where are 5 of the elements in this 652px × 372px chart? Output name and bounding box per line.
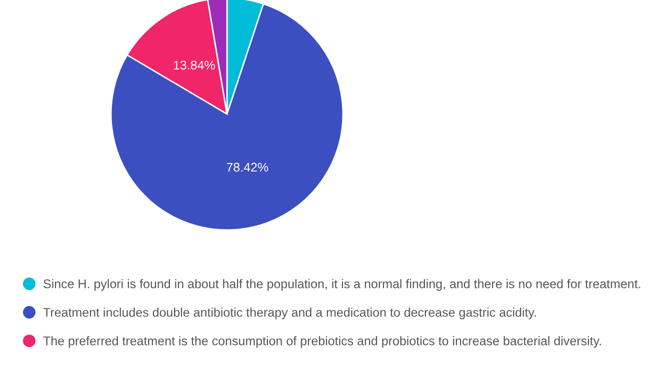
data-label: 13.84% (174, 60, 215, 70)
legend-label: Since H. pylori is found in about half the population, it is a normal finding, and there is no need for treatment. (44, 279, 640, 291)
data-label: 78.42% (226, 162, 268, 172)
legend-label: The preferred treatment is the consumption of prebiotics and probiotics to increase bacterial diversity. (43, 336, 601, 348)
legend-label: Treatment includes double antibiotic therapy and a medication to decrease gastric acidity. (43, 308, 536, 320)
